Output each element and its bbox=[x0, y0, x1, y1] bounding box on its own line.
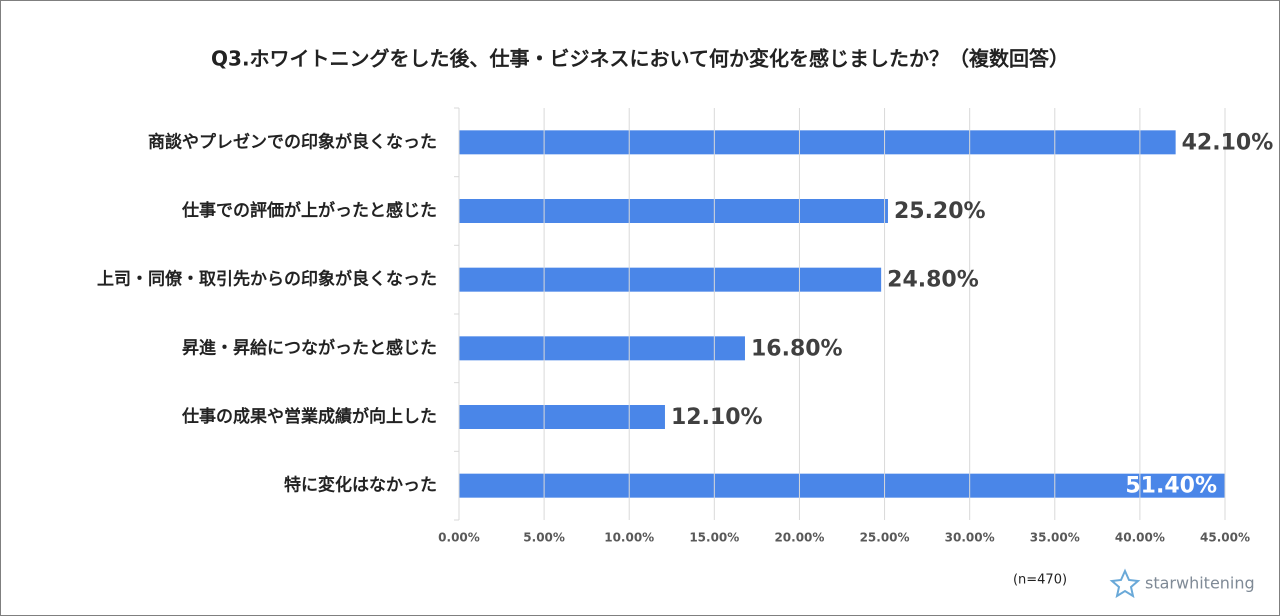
x-tick-label: 20.00% bbox=[774, 531, 824, 545]
bar bbox=[459, 336, 745, 361]
x-tick-label: 30.00% bbox=[945, 531, 995, 545]
value-label: 16.80% bbox=[751, 336, 843, 361]
brand-name: starwhitening bbox=[1145, 574, 1255, 593]
bar bbox=[459, 405, 665, 429]
x-tick-label: 25.00% bbox=[860, 531, 910, 545]
y-tick-label: 仕事の成果や営業成績が向上した bbox=[181, 406, 437, 427]
bar bbox=[459, 199, 888, 223]
bar bbox=[459, 473, 1225, 498]
value-label: 12.10% bbox=[671, 405, 763, 430]
x-tick-label: 10.00% bbox=[604, 531, 654, 545]
value-label: 25.20% bbox=[894, 199, 986, 224]
bar bbox=[459, 130, 1176, 155]
bars bbox=[459, 130, 1225, 498]
bar bbox=[459, 267, 882, 292]
x-tick-label: 45.00% bbox=[1200, 531, 1250, 545]
x-tick-label: 5.00% bbox=[523, 531, 565, 545]
value-label: 51.40% bbox=[1125, 474, 1217, 499]
x-tick-label: 35.00% bbox=[1030, 531, 1080, 545]
y-tick-label: 上司・同僚・取引先からの印象が良くなった bbox=[97, 269, 437, 290]
y-tick-label: 昇進・昇給につながったと感じた bbox=[182, 337, 437, 358]
x-tick-label: 0.00% bbox=[438, 531, 480, 545]
sample-note: (n=470) bbox=[1013, 573, 1067, 588]
value-label: 42.10% bbox=[1182, 130, 1274, 155]
chart-title: Q3.ホワイトニングをした後、仕事・ビジネスにおいて何か変化を感じましたか？（複… bbox=[211, 47, 1069, 71]
y-tick-label: 特に変化はなかった bbox=[284, 475, 437, 496]
y-tick-label: 商談やプレゼンでの印象が良くなった bbox=[148, 131, 437, 152]
brand-logo: starwhitening bbox=[1109, 568, 1255, 599]
y-tick-label: 仕事での評価が上がったと感じた bbox=[181, 200, 437, 221]
value-label: 24.80% bbox=[887, 268, 979, 293]
x-tick-label: 15.00% bbox=[689, 531, 739, 545]
x-tick-label: 40.00% bbox=[1115, 531, 1165, 545]
